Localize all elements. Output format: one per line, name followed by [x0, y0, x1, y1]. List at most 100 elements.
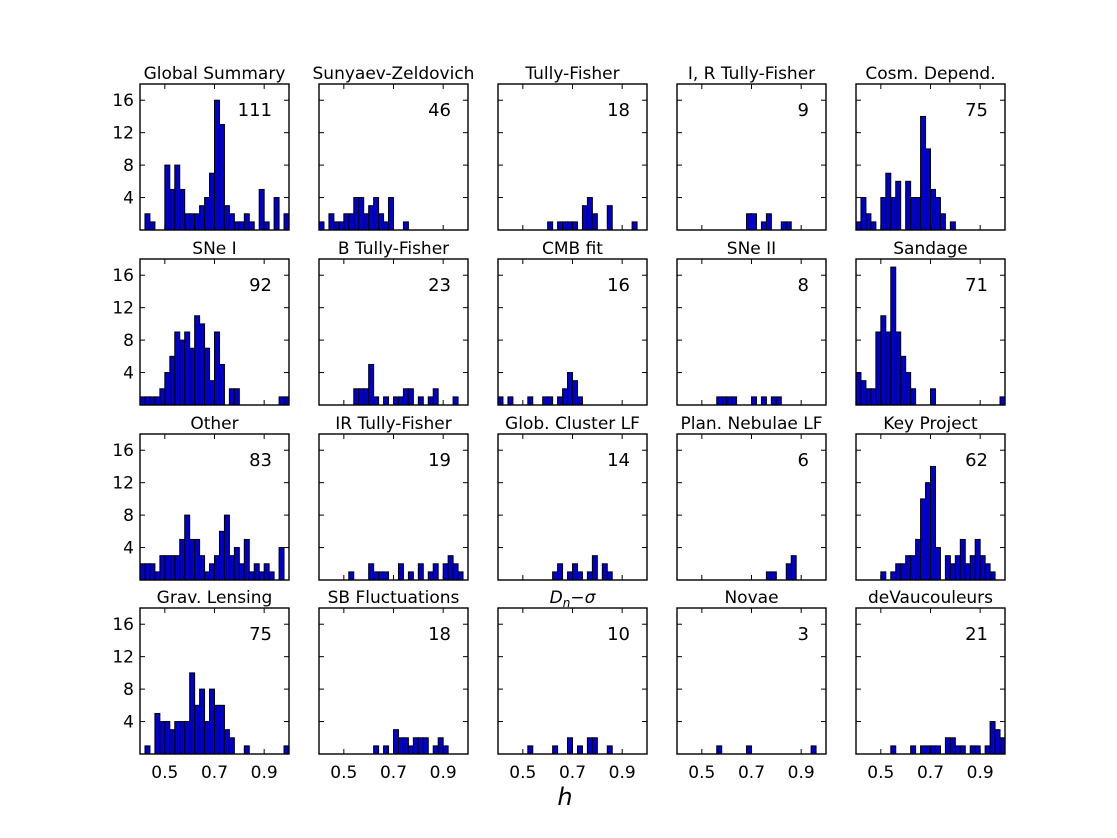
y-tick-label: 16 [112, 441, 134, 461]
histogram-bar [373, 571, 380, 581]
histogram-bar [318, 221, 325, 231]
panel-title: SNe I [192, 239, 236, 259]
panel-count-label: 3 [798, 624, 809, 645]
panel-count-label: 19 [428, 450, 451, 471]
histogram-bar [974, 745, 981, 755]
panel-title: Glob. Cluster LF [505, 414, 640, 434]
histogram-bar [542, 396, 549, 406]
histogram-bar [144, 563, 151, 581]
histogram-bar [278, 547, 285, 581]
histogram-bar [915, 538, 922, 581]
histogram-bar [790, 555, 797, 581]
histogram-bar [865, 213, 872, 231]
panel-count-label: 111 [238, 100, 272, 121]
histogram-bar [989, 721, 996, 755]
histogram-bar [283, 745, 290, 755]
histogram-bar [218, 704, 225, 755]
panel-title: Cosm. Depend. [865, 64, 995, 84]
histogram-bar [631, 221, 638, 231]
histogram-bar [969, 555, 976, 581]
histogram-bar [179, 188, 186, 231]
panel-title: Other [190, 414, 238, 434]
histogram-bar [999, 737, 1006, 755]
histogram-bar [870, 388, 877, 406]
histogram-bar [174, 164, 181, 231]
histogram-bar [934, 547, 941, 581]
histogram-panel: 4 8 12 16 Other 83 [112, 414, 290, 581]
histogram-bar [402, 737, 409, 755]
histogram-panel: 0.5 0.7 0.9 Novae 3 [676, 588, 827, 783]
histogram-bar [760, 221, 767, 231]
histogram-bar [199, 555, 206, 581]
histogram-bar [447, 555, 454, 581]
histogram-bar [154, 712, 161, 755]
panel-count-label: 10 [607, 624, 630, 645]
histogram-bar [417, 563, 424, 581]
histogram-bar [243, 745, 250, 755]
histogram-bar [407, 571, 414, 581]
panel-title: Grav. Lensing [157, 588, 273, 608]
histogram-bar [949, 563, 956, 581]
histogram-bar [199, 323, 206, 406]
histogram-panel: 0.5 0.7 0.9 deVaucouleurs 21 [855, 588, 1006, 783]
histogram-bar [149, 396, 156, 406]
histogram-bar [567, 221, 574, 231]
histogram-bar [268, 571, 275, 581]
histogram-bar [915, 197, 922, 231]
histogram-bar [228, 555, 235, 581]
histogram-bar [253, 563, 260, 581]
histogram-panel: B Tully-Fisher 23 [318, 239, 469, 406]
histogram-bar [726, 396, 733, 406]
x-tick-label: 0.5 [151, 763, 178, 783]
y-tick-label: 8 [123, 680, 134, 700]
histogram-bar [591, 213, 598, 231]
histogram-bar [557, 396, 564, 406]
histogram-bar [159, 555, 166, 581]
histogram-bar [184, 213, 191, 231]
histogram-bar [591, 737, 598, 755]
panel-count-label: 83 [249, 450, 272, 471]
histogram-bar [139, 563, 146, 581]
histogram-bar [263, 563, 270, 581]
x-tick-label: 0.9 [609, 763, 636, 783]
histogram-bar [751, 213, 757, 231]
histogram-bar [373, 197, 380, 231]
histogram-bar [930, 465, 936, 581]
x-axis-label: h [557, 783, 572, 811]
histogram-panel: Glob. Cluster LF 14 [497, 414, 648, 581]
panel-count-label: 14 [607, 450, 630, 471]
histogram-bar [383, 745, 390, 755]
histogram-bar [204, 197, 211, 231]
histogram-bar [353, 388, 360, 406]
histogram-bar [959, 745, 966, 755]
histogram-bar [920, 498, 927, 581]
histogram-bar [422, 737, 429, 755]
histogram-panel: Plan. Nebulae LF 6 [676, 414, 827, 581]
histogram-bar [383, 396, 390, 406]
histogram-bar [363, 213, 370, 231]
x-tick-label: 0.5 [688, 763, 715, 783]
histogram-bar [586, 571, 593, 581]
histogram-bar [452, 563, 459, 581]
histogram-bar [328, 213, 335, 231]
histogram-bar [885, 172, 892, 231]
histogram-bar [949, 221, 956, 231]
histogram-bar [233, 221, 240, 231]
histogram-bar [179, 538, 186, 581]
histogram-bar [885, 331, 892, 406]
x-tick-label: 0.9 [430, 763, 457, 783]
panel-count-label: 18 [428, 624, 451, 645]
histogram-bar [258, 188, 265, 231]
histogram-bar [338, 221, 345, 231]
histogram-bar [228, 213, 235, 231]
panel-title: deVaucouleurs [868, 588, 993, 608]
histogram-bar [925, 745, 932, 755]
histogram-bar [562, 388, 569, 406]
histogram-bar [368, 563, 375, 581]
x-tick-label: 0.5 [867, 763, 894, 783]
panel-count-label: 62 [965, 450, 988, 471]
histogram-bar [606, 205, 613, 231]
panel-count-label: 92 [249, 275, 272, 296]
histogram-bar [855, 372, 862, 406]
